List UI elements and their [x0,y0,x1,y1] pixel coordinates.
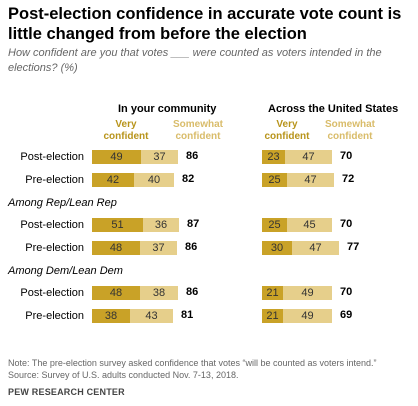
row-g1-r0-us-somewhat-bar: 45 [287,218,332,232]
row-g1-r1-community-very-bar: 48 [92,241,140,255]
row-g0-r0-label: Post-election [20,151,84,163]
row-g0-r0-community-total: 86 [186,150,199,162]
row-g2-r0-label: Post-election [20,287,84,299]
row-g1-r1-community-very-value: 48 [109,242,123,254]
row-g0-r0-us-total: 70 [340,150,353,162]
row-g0-r1-us-somewhat-value: 47 [304,174,317,186]
row-g2-r1-us-very-value: 21 [266,310,279,322]
legend-very-community: Very confident [103,119,149,142]
row-g2-r0-community-very-bar: 48 [92,286,140,300]
row-g1-r1-us-somewhat-value: 47 [309,242,322,254]
row-g0-r0-community-very-value: 49 [110,151,123,163]
row-g0-r1-us-very-value: 25 [268,174,281,186]
group-label-2: Among Dem/Lean Dem [8,265,123,277]
row-g1-r1-us-total: 77 [347,241,360,253]
row-g0-r0-community-somewhat-value: 37 [153,151,166,163]
row-g1-r0-us-very-value: 25 [268,219,281,231]
row-g2-r0-community-somewhat-bar: 38 [140,286,178,300]
row-g2-r1-community-total: 81 [181,309,194,321]
row-g2-r0-us-very-value: 21 [266,287,279,299]
row-g1-r0-community-somewhat-value: 36 [154,219,168,231]
row-g0-r0-community-somewhat-bar: 37 [141,150,178,164]
row-g2-r1-community-somewhat-bar: 43 [130,309,173,323]
row-g1-r1-us-very-bar: 30 [262,241,292,255]
chart-title: Post-election confidence in accurate vot… [8,5,402,43]
panel-title-us: Across the United States [268,103,399,115]
row-g1-r1-us-very-value: 30 [270,242,284,254]
row-g0-r1-us-total: 72 [342,173,355,185]
row-g0-r1-us-very-bar: 25 [262,173,287,187]
group-label-1: Among Rep/Lean Rep [8,197,117,209]
row-g0-r1-label: Pre-election [25,174,84,186]
row-g2-r0-community-very-value: 48 [109,287,123,299]
row-g0-r1-community-very-value: 42 [106,174,120,186]
row-g2-r1-label: Pre-election [25,310,84,322]
legend-somewhat-community: Somewhat confident [172,119,223,142]
row-g1-r0-community-very-value: 51 [111,219,124,231]
row-g1-r0-community-somewhat-bar: 36 [143,218,179,232]
row-g2-r0-us-very-bar: 21 [262,286,283,300]
row-g2-r1-community-somewhat-value: 43 [145,310,158,322]
row-g0-r0-us-very-value: 23 [267,151,280,163]
row-g0-r1-community-very-bar: 42 [92,173,134,187]
row-g1-r0-us-total: 70 [340,218,353,230]
row-g2-r0-us-somewhat-bar: 49 [283,286,332,300]
row-g1-r0-community-total: 87 [187,218,200,230]
row-g2-r1-us-somewhat-value: 49 [301,310,314,322]
row-g2-r0-us-somewhat-value: 49 [301,287,314,299]
row-g1-r1-community-somewhat-bar: 37 [140,241,177,255]
row-g0-r0-us-very-bar: 23 [262,150,285,164]
row-g0-r1-community-total: 82 [182,173,195,185]
chart-subtitle: How confident are you that votes ___ wer… [8,47,382,74]
pew-credit: PEW RESEARCH CENTER [8,387,125,397]
row-g1-r1-community-total: 86 [185,241,198,253]
row-g0-r0-us-somewhat-bar: 47 [285,150,332,164]
row-g2-r0-community-total: 86 [186,286,199,298]
row-g0-r1-us-somewhat-bar: 47 [287,173,334,187]
row-g0-r1-community-somewhat-bar: 40 [134,173,174,187]
row-g2-r0-us-total: 70 [340,286,353,298]
row-g0-r0-community-very-bar: 49 [92,150,141,164]
row-g1-r0-us-somewhat-value: 45 [303,219,316,231]
row-g0-r0-us-somewhat-value: 47 [302,151,315,163]
legend-somewhat-us: Somewhat confident [324,119,375,142]
row-g1-r0-label: Post-election [20,219,84,231]
chart-source: Source: Survey of U.S. adults conducted … [8,370,239,380]
legend-very-us: Very confident [264,119,310,142]
row-g1-r1-us-somewhat-bar: 47 [292,241,339,255]
row-g2-r1-us-total: 69 [340,309,353,321]
row-g2-r1-us-somewhat-bar: 49 [283,309,332,323]
row-g2-r1-community-very-bar: 38 [92,309,130,323]
row-g1-r1-label: Pre-election [25,242,84,254]
row-g1-r0-community-very-bar: 51 [92,218,143,232]
panel-title-community: In your community [118,103,217,115]
row-g1-r0-us-very-bar: 25 [262,218,287,232]
row-g2-r1-community-very-value: 38 [104,310,118,322]
row-g0-r1-community-somewhat-value: 40 [147,174,161,186]
row-g1-r1-community-somewhat-value: 37 [152,242,165,254]
row-g2-r0-community-somewhat-value: 38 [152,287,166,299]
row-g2-r1-us-very-bar: 21 [262,309,283,323]
chart-note: Note: The pre-election survey asked conf… [8,358,377,368]
